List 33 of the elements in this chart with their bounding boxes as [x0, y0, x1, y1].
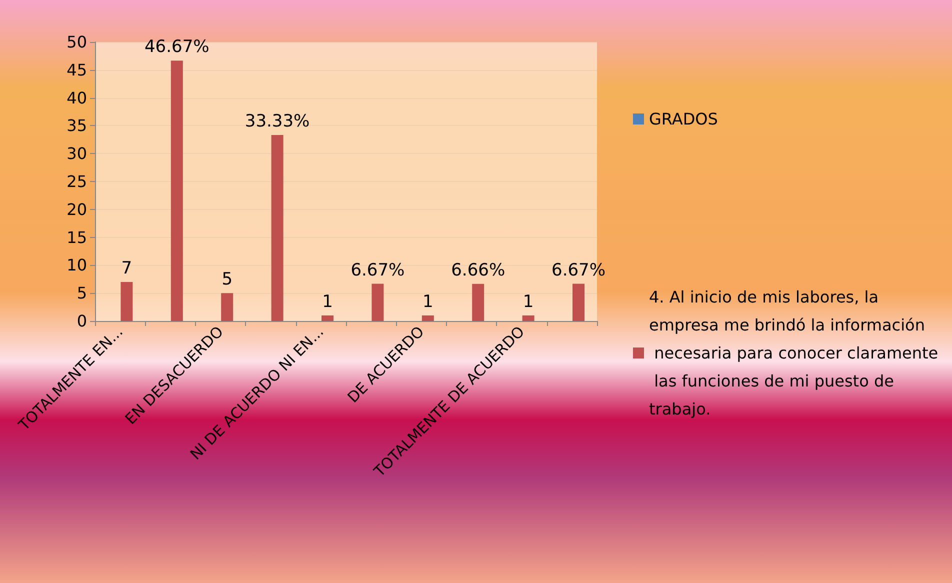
bar: [522, 315, 534, 321]
data-label: 6.67%: [551, 260, 606, 280]
bar: [472, 284, 484, 321]
legend-label: GRADOS: [649, 110, 718, 128]
y-tick-label: 35: [66, 116, 87, 136]
y-tick-label: 30: [66, 144, 87, 164]
bar: [572, 284, 584, 321]
y-tick-label: 15: [66, 228, 87, 247]
bar: [322, 315, 334, 321]
data-label: 6.67%: [350, 260, 405, 280]
bar: [170, 60, 183, 321]
y-tick-label: 25: [66, 172, 87, 191]
bar: [221, 293, 234, 321]
bar: [422, 315, 434, 321]
y-tick-label: 0: [76, 312, 87, 330]
bar: [120, 282, 133, 321]
data-label: 46.67%: [144, 37, 210, 58]
y-tick-label: 5: [76, 284, 87, 303]
bar: [271, 135, 284, 321]
y-tick-label: 20: [66, 200, 87, 219]
data-label: 6.66%: [451, 260, 506, 280]
y-tick-label: 10: [66, 256, 87, 275]
data-label: 33.33%: [244, 112, 310, 132]
data-label: 1: [422, 292, 434, 312]
data-label: 1: [322, 292, 333, 312]
y-tick-label: 40: [66, 88, 87, 108]
data-label: 7: [121, 258, 132, 278]
y-tick-label: 50: [66, 32, 87, 52]
y-tick-label: 45: [66, 60, 87, 80]
bar: [372, 284, 384, 321]
data-label: 5: [222, 270, 233, 290]
data-label: 1: [522, 292, 534, 312]
legend-label: 4. Al inicio de mis labores, la empresa me brindó la información necesaria para conocer claramente las funciones de mi puesto de trabajo.: [649, 288, 938, 418]
